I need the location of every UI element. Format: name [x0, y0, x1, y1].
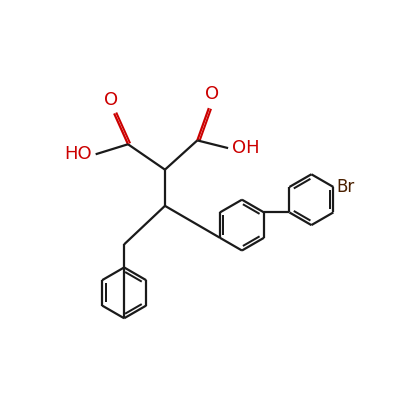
Text: HO: HO [64, 145, 92, 163]
Text: O: O [104, 91, 118, 109]
Text: O: O [205, 86, 219, 104]
Text: OH: OH [232, 139, 260, 157]
Text: Br: Br [336, 178, 355, 196]
